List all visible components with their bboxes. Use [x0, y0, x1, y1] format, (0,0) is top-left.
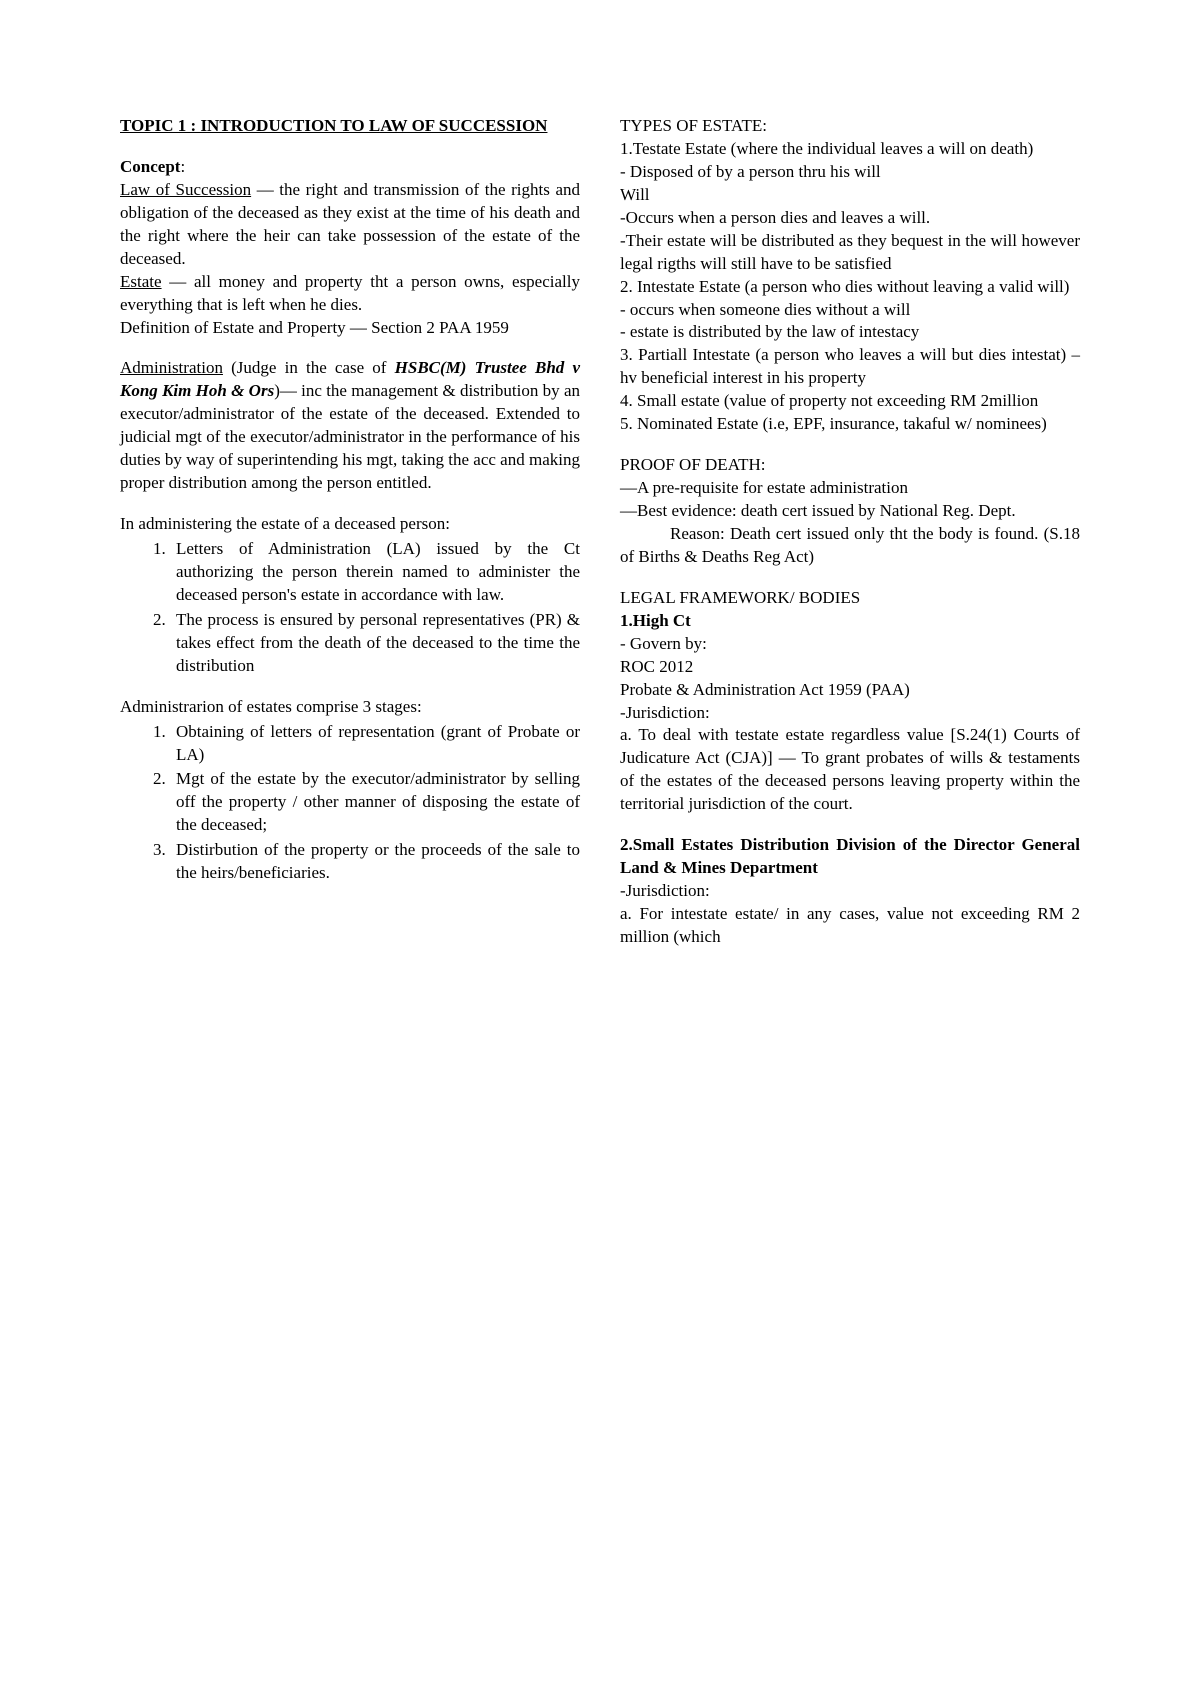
list-item: Distirbution of the property or the proc… — [170, 839, 580, 885]
estate-definition: — all money and property tht a person ow… — [120, 272, 580, 314]
type-1: 1.Testate Estate (where the individual l… — [620, 139, 1033, 158]
body-2-line: -Jurisdiction: — [620, 881, 710, 900]
proof-block: PROOF OF DEATH: —A pre-requisite for est… — [620, 454, 1080, 569]
concept-block: Concept: Law of Succession — the right a… — [120, 156, 580, 340]
legal-block-1: LEGAL FRAMEWORK/ BODIES 1.High Ct - Gove… — [620, 587, 1080, 816]
los-term: Law of Succession — [120, 180, 251, 199]
types-heading: TYPES OF ESTATE: — [620, 116, 767, 135]
type-5: 5. Nominated Estate (i.e, EPF, insurance… — [620, 414, 1047, 433]
body-1-jurisdiction: a. To deal with testate estate regardles… — [620, 725, 1080, 813]
type-3: 3. Partiall Intestate (a person who leav… — [620, 345, 1080, 387]
type-2: 2. Intestate Estate (a person who dies w… — [620, 277, 1069, 296]
type-1-line: -Their estate will be distributed as the… — [620, 231, 1080, 273]
proof-heading: PROOF OF DEATH: — [620, 455, 765, 474]
list-item: Obtaining of letters of representation (… — [170, 721, 580, 767]
estate-term: Estate — [120, 272, 162, 291]
type-1-will: Will — [620, 185, 650, 204]
body-1-line: - Govern by: — [620, 634, 707, 653]
colon: : — [180, 157, 185, 176]
administration-block: Administration (Judge in the case of HSB… — [120, 357, 580, 495]
type-2-line: - occurs when someone dies without a wil… — [620, 300, 910, 319]
topic-title: TOPIC 1 : INTRODUCTION TO LAW OF SUCCESS… — [120, 115, 580, 138]
proof-line: —Best evidence: death cert issued by Nat… — [620, 501, 1016, 520]
stages-list: Obtaining of letters of representation (… — [120, 721, 580, 886]
body-2-title: 2.Small Estates Distribution Division of… — [620, 835, 1080, 877]
document-columns: TOPIC 1 : INTRODUCTION TO LAW OF SUCCESS… — [120, 115, 1080, 967]
admin-pre-case: (Judge in the case of — [223, 358, 395, 377]
right-column: TYPES OF ESTATE: 1.Testate Estate (where… — [620, 115, 1080, 967]
concept-heading: Concept — [120, 157, 180, 176]
admin-intro: In administering the estate of a decease… — [120, 513, 580, 536]
proof-line: —A pre-requisite for estate administrati… — [620, 478, 908, 497]
body-1-line: ROC 2012 — [620, 657, 693, 676]
body-1-line: -Jurisdiction: — [620, 703, 710, 722]
admin-term: Administration — [120, 358, 223, 377]
type-2-line: - estate is distributed by the law of in… — [620, 322, 919, 341]
proof-reason: Reason: Death cert issued only tht the b… — [620, 524, 1080, 566]
body-2-jurisdiction: a. For intestate estate/ in any cases, v… — [620, 904, 1080, 946]
proof-reason-indent — [620, 524, 670, 543]
legal-heading: LEGAL FRAMEWORK/ BODIES — [620, 588, 860, 607]
list-item: The process is ensured by personal repre… — [170, 609, 580, 678]
types-block: TYPES OF ESTATE: 1.Testate Estate (where… — [620, 115, 1080, 436]
estate-section-ref: Definition of Estate and Property — Sect… — [120, 318, 509, 337]
body-1-title: 1.High Ct — [620, 611, 691, 630]
body-1-line: Probate & Administration Act 1959 (PAA) — [620, 680, 910, 699]
list-item: Letters of Administration (LA) issued by… — [170, 538, 580, 607]
type-4: 4. Small estate (value of property not e… — [620, 391, 1038, 410]
stages-intro: Administrarion of estates comprise 3 sta… — [120, 696, 580, 719]
admin-list: Letters of Administration (LA) issued by… — [120, 538, 580, 678]
left-column: TOPIC 1 : INTRODUCTION TO LAW OF SUCCESS… — [120, 115, 580, 967]
list-item: Mgt of the estate by the executor/admini… — [170, 768, 580, 837]
type-1-line: - Disposed of by a person thru his will — [620, 162, 881, 181]
type-1-line: -Occurs when a person dies and leaves a … — [620, 208, 930, 227]
legal-block-2: 2.Small Estates Distribution Division of… — [620, 834, 1080, 949]
